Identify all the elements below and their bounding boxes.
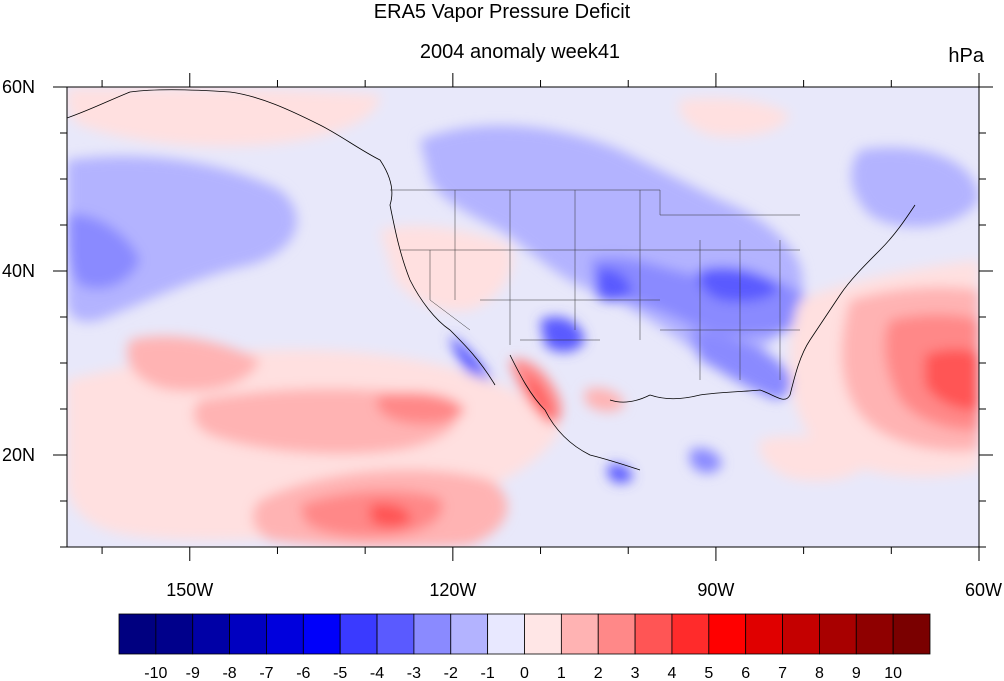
pos-region-mid-pac-core — [376, 392, 465, 425]
pos-region-pacific-mid — [127, 336, 260, 392]
colorbar-label: 5 — [704, 665, 713, 681]
colorbar-swatch — [892, 613, 931, 655]
neg-region-baja — [450, 335, 495, 389]
colorbar-label: 2 — [594, 665, 603, 681]
neg-region-new-mexico — [540, 316, 585, 352]
latitude-labels: 60N 40N 20N — [2, 77, 35, 465]
colorbar-label: -6 — [296, 665, 310, 681]
colorbar-label: 1 — [557, 665, 566, 681]
colorbar-label: 7 — [778, 665, 787, 681]
map-subtitle: 2004 anomaly week41 — [419, 41, 621, 63]
colorbar-label: 4 — [668, 665, 677, 681]
neg-region-north-pacific — [67, 156, 297, 322]
pos-region-mexico-core — [525, 375, 552, 419]
colorbar-swatch — [339, 613, 378, 655]
colorbar-label: 10 — [884, 665, 902, 681]
pos-region-mexico-east — [585, 388, 625, 412]
colorbar-label: -10 — [144, 665, 167, 681]
colorbar-swatch — [745, 613, 783, 655]
colorbar-label: -9 — [186, 665, 200, 681]
colorbar-swatch — [782, 613, 820, 655]
colorbar-label: -1 — [481, 665, 495, 681]
colorbar-swatch — [266, 613, 304, 655]
latitude-label: 20N — [2, 445, 35, 465]
neg-region-mexico-south — [608, 464, 633, 484]
colorbar-label: -7 — [259, 665, 273, 681]
colorbar-label: -8 — [222, 665, 236, 681]
colorbar-swatch — [229, 613, 267, 655]
latitude-label: 60N — [2, 77, 35, 97]
colorbar-swatch — [708, 613, 747, 655]
colorbar-swatch — [634, 613, 673, 655]
pos-region-west — [380, 225, 513, 311]
colorbar-label: -4 — [370, 665, 384, 681]
colorbar-label: 0 — [520, 665, 529, 681]
coastlines — [67, 89, 916, 471]
colorbar-label: -5 — [333, 665, 347, 681]
colorbar-swatch — [376, 613, 415, 655]
colorbar-swatch — [855, 613, 894, 655]
colorbar — [118, 613, 931, 655]
colorbar-swatch — [560, 613, 599, 655]
colorbar-label: 9 — [852, 665, 861, 681]
map-title: ERA5 Vapor Pressure Deficit — [373, 1, 631, 23]
pos-region-hudson — [679, 98, 790, 137]
colorbar-swatch — [192, 613, 230, 655]
colorbar-swatch — [524, 613, 562, 655]
neg-region-plains-core — [595, 268, 632, 302]
latitude-label: 40N — [2, 261, 35, 281]
neg-region-caribbean — [690, 448, 722, 474]
colorbar-label: 6 — [741, 665, 750, 681]
state-borders — [390, 189, 800, 380]
axis-ticks — [53, 73, 993, 561]
longitude-label: 90W — [697, 580, 734, 600]
colorbar-swatch — [413, 613, 452, 655]
colorbar-label: -2 — [444, 665, 458, 681]
colorbar-swatch — [597, 613, 636, 655]
longitude-label: 60W — [965, 580, 1002, 600]
pos-region-canada-west — [67, 88, 380, 147]
pos-region-south-hot — [370, 503, 412, 528]
longitude-label: 150W — [166, 580, 213, 600]
colorbar-swatch — [155, 613, 194, 655]
colorbar-swatch — [302, 613, 341, 655]
neg-region-gulf — [690, 330, 791, 399]
pos-region-caribbean — [759, 436, 870, 481]
colorbar-swatch — [819, 613, 857, 655]
colorbar-swatch — [487, 613, 525, 655]
colorbar-labels: -10 -9 -8 -7 -6 -5 -4 -3 -2 -1 0 1 2 3 4 5 6 7 8 9 10 — [144, 665, 902, 681]
colorbar-swatch — [450, 613, 489, 655]
colorbar-label: -3 — [407, 665, 421, 681]
longitude-label: 120W — [429, 580, 476, 600]
longitude-labels: 150W 120W 90W 60W — [166, 580, 1002, 600]
colorbar-label: 3 — [631, 665, 640, 681]
anomaly-field — [67, 87, 979, 547]
neg-region-ohio-core — [698, 267, 780, 302]
colorbar-swatch — [671, 613, 710, 655]
pos-region-atlantic-hot — [925, 349, 979, 411]
neg-region-atlantic-north — [851, 147, 979, 227]
neg-region-pacific-core — [67, 214, 140, 289]
units-label: hPa — [948, 45, 984, 67]
colorbar-label: 8 — [815, 665, 824, 681]
colorbar-swatch — [118, 613, 157, 655]
